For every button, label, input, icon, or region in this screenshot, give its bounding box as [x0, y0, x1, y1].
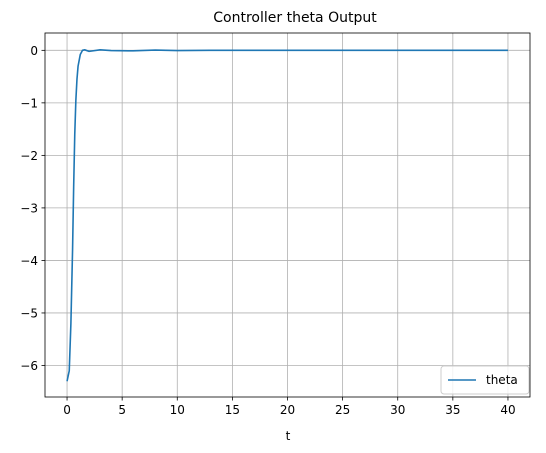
- series-layer: [66, 49, 508, 382]
- y-tick-label: −1: [20, 96, 38, 110]
- x-tick-label: 25: [335, 403, 350, 417]
- x-axis-label: t: [286, 429, 291, 443]
- y-tick-label: −3: [20, 201, 38, 215]
- x-tick-label: 35: [445, 403, 460, 417]
- x-tick-label: 10: [170, 403, 185, 417]
- chart-title: Controller theta Output: [213, 10, 377, 26]
- legend-label-theta: theta: [486, 373, 518, 387]
- x-tick-label: 30: [390, 403, 405, 417]
- x-tick-label: 20: [280, 403, 295, 417]
- y-tick-label: −5: [20, 306, 38, 320]
- grid-layer: [45, 33, 530, 397]
- x-tick-label: 0: [63, 403, 71, 417]
- legend-frame: [440, 365, 530, 395]
- x-tick-label: 40: [500, 403, 515, 417]
- x-tick-label: 5: [118, 403, 126, 417]
- y-tick-label: −2: [20, 149, 38, 163]
- legend: theta: [440, 365, 530, 395]
- y-tick-label: −4: [20, 254, 38, 268]
- y-tick-label: 0: [30, 44, 38, 58]
- x-tick-label: 15: [225, 403, 240, 417]
- tick-layer: 0 5 10 15 20 25 30 35 40 −6 −5 −4 −3 −2 −1 0: [20, 44, 515, 417]
- series-line-theta: [66, 49, 508, 382]
- y-tick-label: −6: [20, 359, 38, 373]
